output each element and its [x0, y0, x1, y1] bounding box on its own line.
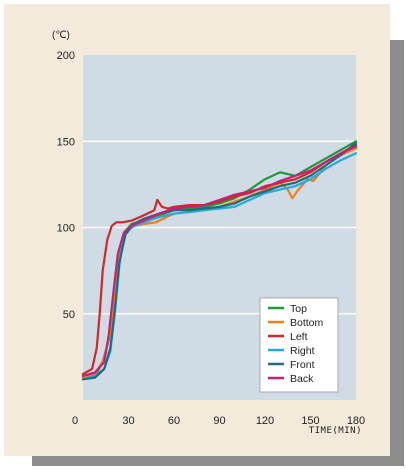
- y-tick-label-200: 200: [57, 50, 75, 62]
- series-line-back: [81, 145, 358, 377]
- legend-label-bottom: Bottom: [290, 317, 324, 329]
- series-line-front: [81, 141, 358, 381]
- x-tick-label-90: 90: [213, 415, 225, 427]
- x-tick-label-30: 30: [122, 415, 134, 427]
- legend-label-right: Right: [290, 345, 315, 357]
- x-tick-label-150: 150: [301, 415, 319, 427]
- legend-label-left: Left: [290, 331, 308, 343]
- legend: Top Bottom Left Right Front Back: [259, 297, 339, 393]
- x-axis-label: TIME(MIN): [309, 426, 362, 436]
- legend-label-front: Front: [290, 359, 315, 371]
- x-tick-label-180: 180: [347, 415, 365, 427]
- x-tick-label-120: 120: [256, 415, 274, 427]
- tick-labels: 50 100 150 200 0 30 60 90 120 150 180: [57, 50, 366, 427]
- x-tick-label-60: 60: [168, 415, 180, 427]
- series-line-left: [81, 143, 358, 376]
- y-tick-label-100: 100: [57, 223, 75, 235]
- y-unit-label: (℃): [52, 30, 70, 41]
- legend-box: [259, 297, 339, 393]
- legend-label-top: Top: [290, 303, 307, 315]
- x-tick-label-0: 0: [72, 415, 78, 427]
- y-tick-label-50: 50: [63, 309, 75, 321]
- series-lines: [81, 140, 358, 381]
- legend-label-back: Back: [290, 373, 314, 385]
- y-tick-label-150: 150: [57, 136, 75, 148]
